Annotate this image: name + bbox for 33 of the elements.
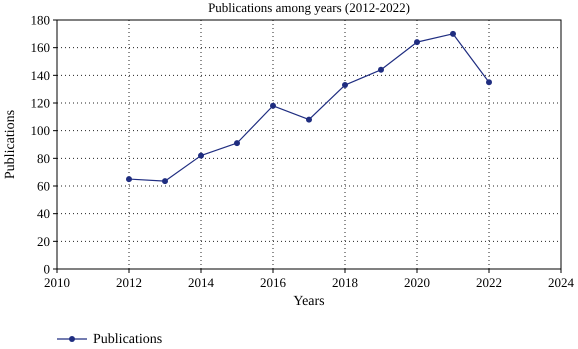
point [198, 152, 204, 159]
x-tick-label: 2020 [404, 275, 430, 290]
x-tick-label: 2012 [116, 275, 142, 290]
point [270, 102, 276, 109]
point [342, 82, 348, 88]
legend-label: Publications [93, 332, 162, 347]
point [234, 140, 240, 146]
y-tick-label: 120 [30, 96, 50, 110]
point [126, 176, 132, 182]
point [306, 116, 312, 123]
y-tick-label: 40 [37, 206, 50, 222]
x-tick-label: 2022 [476, 275, 502, 290]
x-tick-label: 2024 [548, 275, 574, 290]
y-tick-label: 20 [37, 234, 50, 249]
y-tick-label: 140 [30, 68, 50, 83]
point [378, 66, 384, 73]
y-tick-label: 160 [30, 40, 50, 56]
x-tick-label: 2010 [44, 275, 70, 290]
y-tick-label: 0 [44, 262, 50, 276]
x-tick-label: 2016 [260, 275, 286, 290]
point [162, 178, 168, 184]
y-tick-label: 80 [37, 150, 50, 166]
chart-title: Publications among years (2012-2022) [208, 0, 410, 15]
point [414, 39, 420, 46]
point [486, 79, 492, 86]
y-tick-label: 180 [30, 12, 50, 28]
y-tick-label: 60 [37, 178, 50, 194]
x-tick-label: 2018 [332, 275, 358, 290]
y-tick-label: 100 [30, 123, 50, 138]
x-axis-title: Years [293, 294, 325, 309]
x-tick-label: 2014 [188, 275, 214, 290]
point [450, 30, 456, 37]
y-axis-title: Publications [3, 110, 18, 180]
